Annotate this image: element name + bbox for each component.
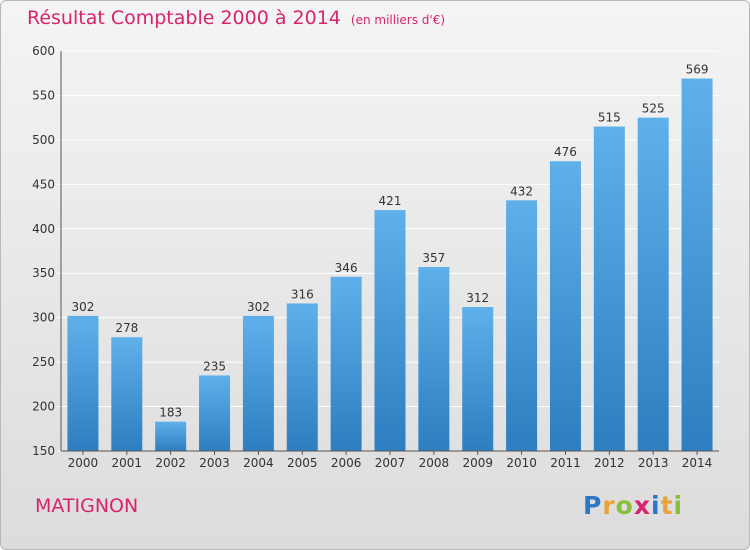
logo-letter: x bbox=[633, 491, 651, 520]
bar bbox=[155, 421, 187, 451]
data-label: 316 bbox=[291, 287, 314, 301]
data-label: 312 bbox=[466, 291, 489, 305]
logo-letter: r bbox=[602, 491, 616, 520]
y-tick-label: 450 bbox=[32, 177, 55, 191]
commune-name: MATIGNON bbox=[35, 495, 139, 517]
x-tick-label: 2005 bbox=[287, 456, 318, 470]
data-label: 421 bbox=[379, 194, 402, 208]
x-tick-label: 2013 bbox=[638, 456, 669, 470]
bar bbox=[67, 315, 99, 451]
data-label: 302 bbox=[247, 300, 270, 314]
x-tick-label: 2012 bbox=[594, 456, 625, 470]
bar bbox=[681, 78, 713, 452]
bar bbox=[199, 375, 231, 451]
data-label: 235 bbox=[203, 359, 226, 373]
x-tick-label: 2014 bbox=[682, 456, 713, 470]
y-tick-label: 350 bbox=[32, 266, 55, 280]
y-tick-label: 500 bbox=[32, 133, 55, 147]
x-tick-label: 2000 bbox=[68, 456, 99, 470]
data-label: 525 bbox=[642, 102, 665, 116]
bar bbox=[506, 200, 538, 451]
y-tick-label: 250 bbox=[32, 355, 55, 369]
x-tick-label: 2001 bbox=[112, 456, 143, 470]
x-tick-label: 2003 bbox=[199, 456, 230, 470]
logo-letter: t bbox=[660, 491, 674, 520]
bar bbox=[637, 117, 669, 452]
data-label: 183 bbox=[159, 406, 182, 420]
logo-letter: P bbox=[583, 491, 603, 520]
data-label: 302 bbox=[71, 300, 94, 314]
bar bbox=[374, 210, 406, 451]
chart-title: Résultat Comptable 2000 à 2014 (en millie… bbox=[27, 7, 445, 29]
logo-letter: i bbox=[673, 491, 684, 520]
x-tick-label: 2008 bbox=[419, 456, 450, 470]
y-tick-label: 400 bbox=[32, 222, 55, 236]
data-label: 476 bbox=[554, 145, 577, 159]
chart-title-main: Résultat Comptable 2000 à 2014 bbox=[27, 7, 341, 29]
bar bbox=[418, 267, 450, 451]
data-label: 357 bbox=[422, 251, 445, 265]
data-label: 346 bbox=[335, 261, 358, 275]
y-tick-label: 150 bbox=[32, 444, 55, 458]
x-tick-label: 2004 bbox=[243, 456, 274, 470]
bar bbox=[549, 161, 581, 451]
bar bbox=[593, 126, 625, 452]
data-label: 432 bbox=[510, 184, 533, 198]
x-tick-label: 2010 bbox=[506, 456, 537, 470]
bar bbox=[111, 337, 143, 451]
logo-letter: o bbox=[615, 491, 634, 520]
x-tick-label: 2002 bbox=[155, 456, 186, 470]
logo-letter: i bbox=[651, 491, 661, 520]
bar bbox=[286, 303, 318, 451]
proxiti-logo: Proxiti bbox=[583, 491, 683, 520]
chart-subtitle: (en milliers d'€) bbox=[350, 13, 446, 27]
y-tick-label: 200 bbox=[32, 400, 55, 414]
x-tick-label: 2011 bbox=[550, 456, 581, 470]
data-label: 569 bbox=[686, 63, 709, 77]
bar bbox=[330, 276, 362, 451]
x-tick-label: 2006 bbox=[331, 456, 362, 470]
x-tick-label: 2007 bbox=[375, 456, 406, 470]
y-tick-label: 550 bbox=[32, 88, 55, 102]
x-tick-label: 2009 bbox=[462, 456, 493, 470]
y-tick-label: 300 bbox=[32, 311, 55, 325]
data-label: 515 bbox=[598, 111, 621, 125]
data-label: 278 bbox=[115, 321, 138, 335]
y-tick-label: 600 bbox=[32, 44, 55, 58]
bar bbox=[242, 315, 274, 451]
bar bbox=[462, 307, 494, 451]
